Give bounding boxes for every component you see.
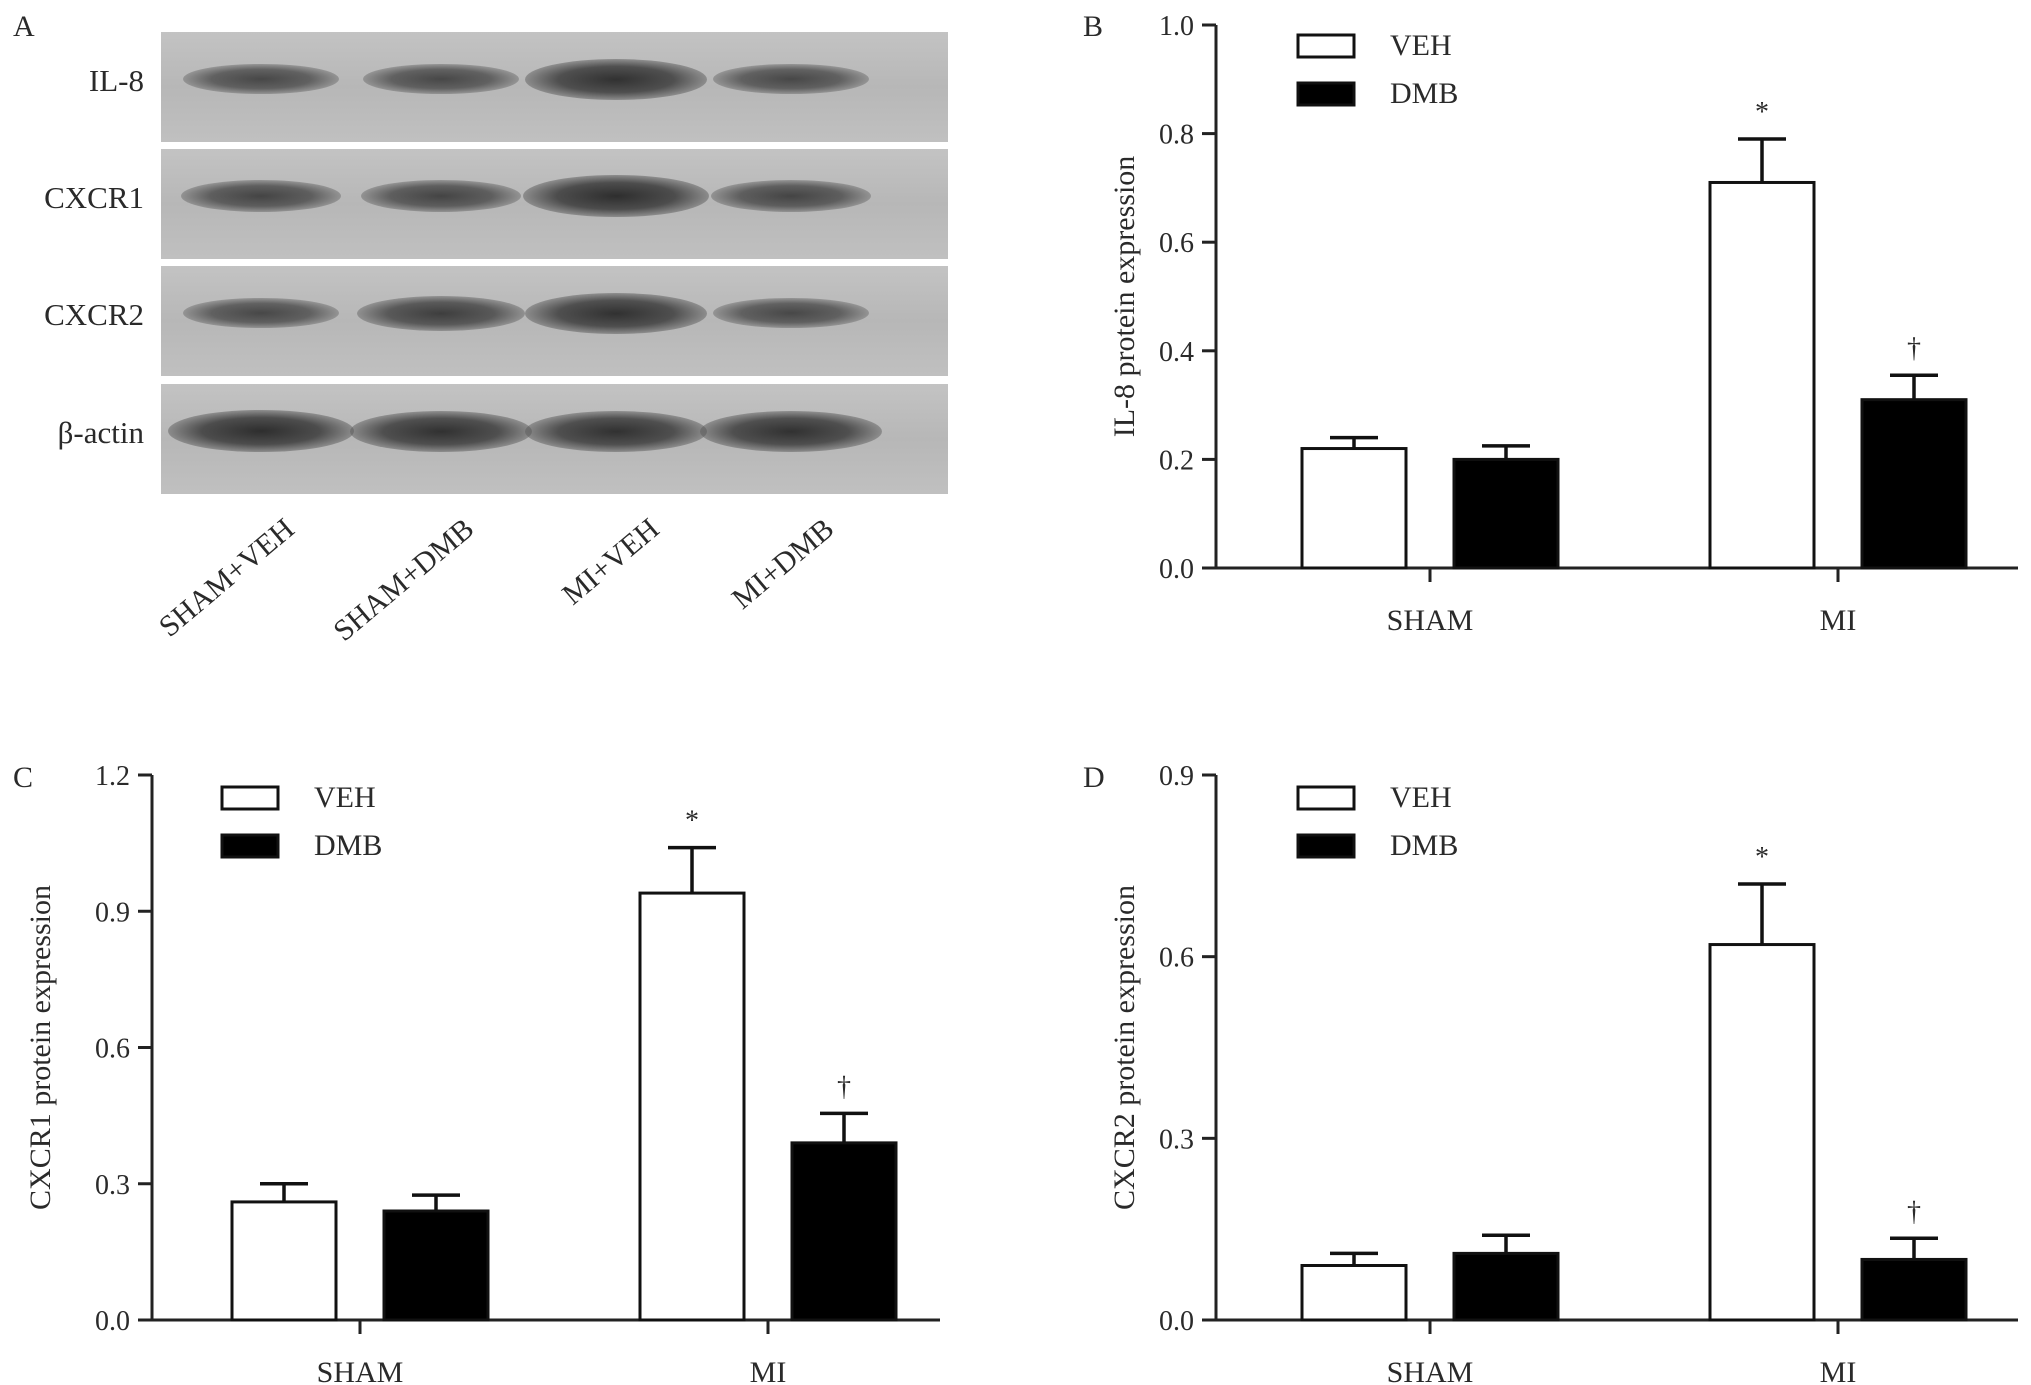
cxcr2-bar-chart: 0.0 0.3 0.6 0.9 CXCR2 protein expression SHAM…	[1108, 761, 2018, 1385]
blot-band	[182, 63, 340, 95]
bar-dmb-sham	[382, 1209, 490, 1322]
significance-marker: †	[837, 1071, 851, 1102]
legend-label-veh: VEH	[1390, 29, 1452, 62]
significance-marker: †	[1907, 1196, 1921, 1227]
legend-label-veh: VEH	[314, 781, 376, 814]
legend-label-dmb: DMB	[314, 829, 382, 862]
blot-band	[711, 180, 871, 212]
y-axis-label: IL-8 protein expression	[1108, 156, 1141, 438]
y-tick-label: 0.0	[1159, 1306, 1194, 1337]
y-tick-label: 1.2	[95, 761, 130, 792]
y-tick-label: 0.6	[95, 1034, 130, 1065]
y-tick-label: 1.0	[1159, 11, 1194, 42]
blot-band	[349, 410, 533, 452]
legend-swatch-dmb	[220, 833, 280, 859]
y-tick-label: 0.2	[1159, 445, 1194, 476]
lane-label: SHAM+DMB	[327, 511, 481, 648]
blot-band	[167, 409, 355, 453]
blot-band	[522, 174, 710, 218]
blot-band	[362, 63, 520, 95]
bar-dmb-mi	[790, 1141, 898, 1322]
lane-label: MI+VEH	[555, 511, 666, 612]
blot-band	[361, 180, 521, 212]
y-tick-label: 0.6	[1159, 943, 1194, 974]
protein-label: β-actin	[57, 415, 144, 450]
y-axis-label: CXCR2 protein expression	[1108, 885, 1141, 1210]
panel-letter-d: D	[1083, 761, 1105, 794]
bar-veh-sham	[230, 1200, 338, 1322]
x-tick-label: MI	[750, 1356, 787, 1385]
bar-dmb-mi	[1860, 398, 1968, 570]
y-tick-label: 0.3	[1159, 1124, 1194, 1155]
blot-band	[699, 410, 883, 452]
bar-veh-mi	[1708, 180, 1816, 570]
bar-dmb-sham	[1452, 457, 1560, 570]
significance-marker: †	[1907, 333, 1921, 364]
blot-band	[181, 180, 341, 212]
x-tick-label: MI	[1820, 604, 1857, 637]
blot-band	[524, 410, 708, 452]
legend-swatch-veh	[1296, 785, 1356, 811]
significance-marker: *	[685, 806, 699, 837]
protein-label: CXCR2	[44, 297, 144, 332]
y-tick-label: 0.4	[1159, 337, 1194, 368]
x-tick-label: MI	[1820, 1356, 1857, 1385]
blot-band	[712, 297, 870, 329]
panel-letter-b: B	[1083, 10, 1104, 43]
legend-label-dmb: DMB	[1390, 829, 1458, 862]
lane-label: MI+DMB	[725, 511, 841, 616]
legend-label-dmb: DMB	[1390, 77, 1458, 110]
western-blot-panel: A IL-8 CXCR1 CXCR2 β-actin SHAM+VEH SHAM+DMB…	[0, 0, 1000, 700]
x-tick-label: SHAM	[1387, 1356, 1474, 1385]
y-tick-label: 0.9	[95, 897, 130, 928]
blot-band	[712, 63, 870, 95]
blot-band	[182, 297, 340, 329]
legend-swatch-dmb	[1296, 833, 1356, 859]
y-tick-label: 0.3	[95, 1170, 130, 1201]
blot-strip-1	[161, 32, 948, 142]
bar-dmb-sham	[1452, 1251, 1560, 1322]
blot-band	[524, 292, 708, 334]
significance-marker: *	[1755, 842, 1769, 873]
y-tick-label: 0.0	[1159, 554, 1194, 585]
blot-strip-2	[161, 149, 948, 259]
bar-veh-mi	[1708, 943, 1816, 1322]
legend-swatch-veh	[1296, 33, 1356, 59]
protein-label: CXCR1	[44, 180, 144, 215]
protein-label: IL-8	[88, 63, 144, 98]
x-tick-label: SHAM	[1387, 604, 1474, 637]
bar-dmb-mi	[1860, 1257, 1968, 1322]
legend-label-veh: VEH	[1390, 781, 1452, 814]
legend-swatch-dmb	[1296, 81, 1356, 107]
blot-band	[524, 58, 708, 100]
blot-strip-3	[161, 266, 948, 376]
legend-swatch-veh	[220, 785, 280, 811]
cxcr1-bar-chart: 0.0 0.3 0.6 0.9 1.2 CXCR1 protein expression S…	[24, 761, 940, 1385]
lane-label: SHAM+VEH	[152, 511, 301, 644]
bar-veh-sham	[1300, 447, 1408, 570]
il8-bar-chart: 0.0 0.2 0.4 0.6 0.8 1.0 IL-8 protein expressio…	[1108, 11, 2018, 637]
panel-letter-c: C	[13, 761, 34, 794]
y-tick-label: 0.8	[1159, 120, 1194, 151]
bar-veh-sham	[1300, 1264, 1408, 1322]
blot-strip-4	[161, 384, 948, 494]
x-tick-label: SHAM	[317, 1356, 404, 1385]
significance-marker: *	[1755, 97, 1769, 128]
y-tick-label: 0.6	[1159, 228, 1194, 259]
blot-band	[357, 295, 525, 331]
y-tick-label: 0.9	[1159, 761, 1194, 792]
y-axis-label: CXCR1 protein expression	[24, 885, 57, 1210]
y-tick-label: 0.0	[95, 1306, 130, 1337]
panel-letter-a: A	[13, 10, 35, 43]
bar-veh-mi	[638, 891, 746, 1322]
